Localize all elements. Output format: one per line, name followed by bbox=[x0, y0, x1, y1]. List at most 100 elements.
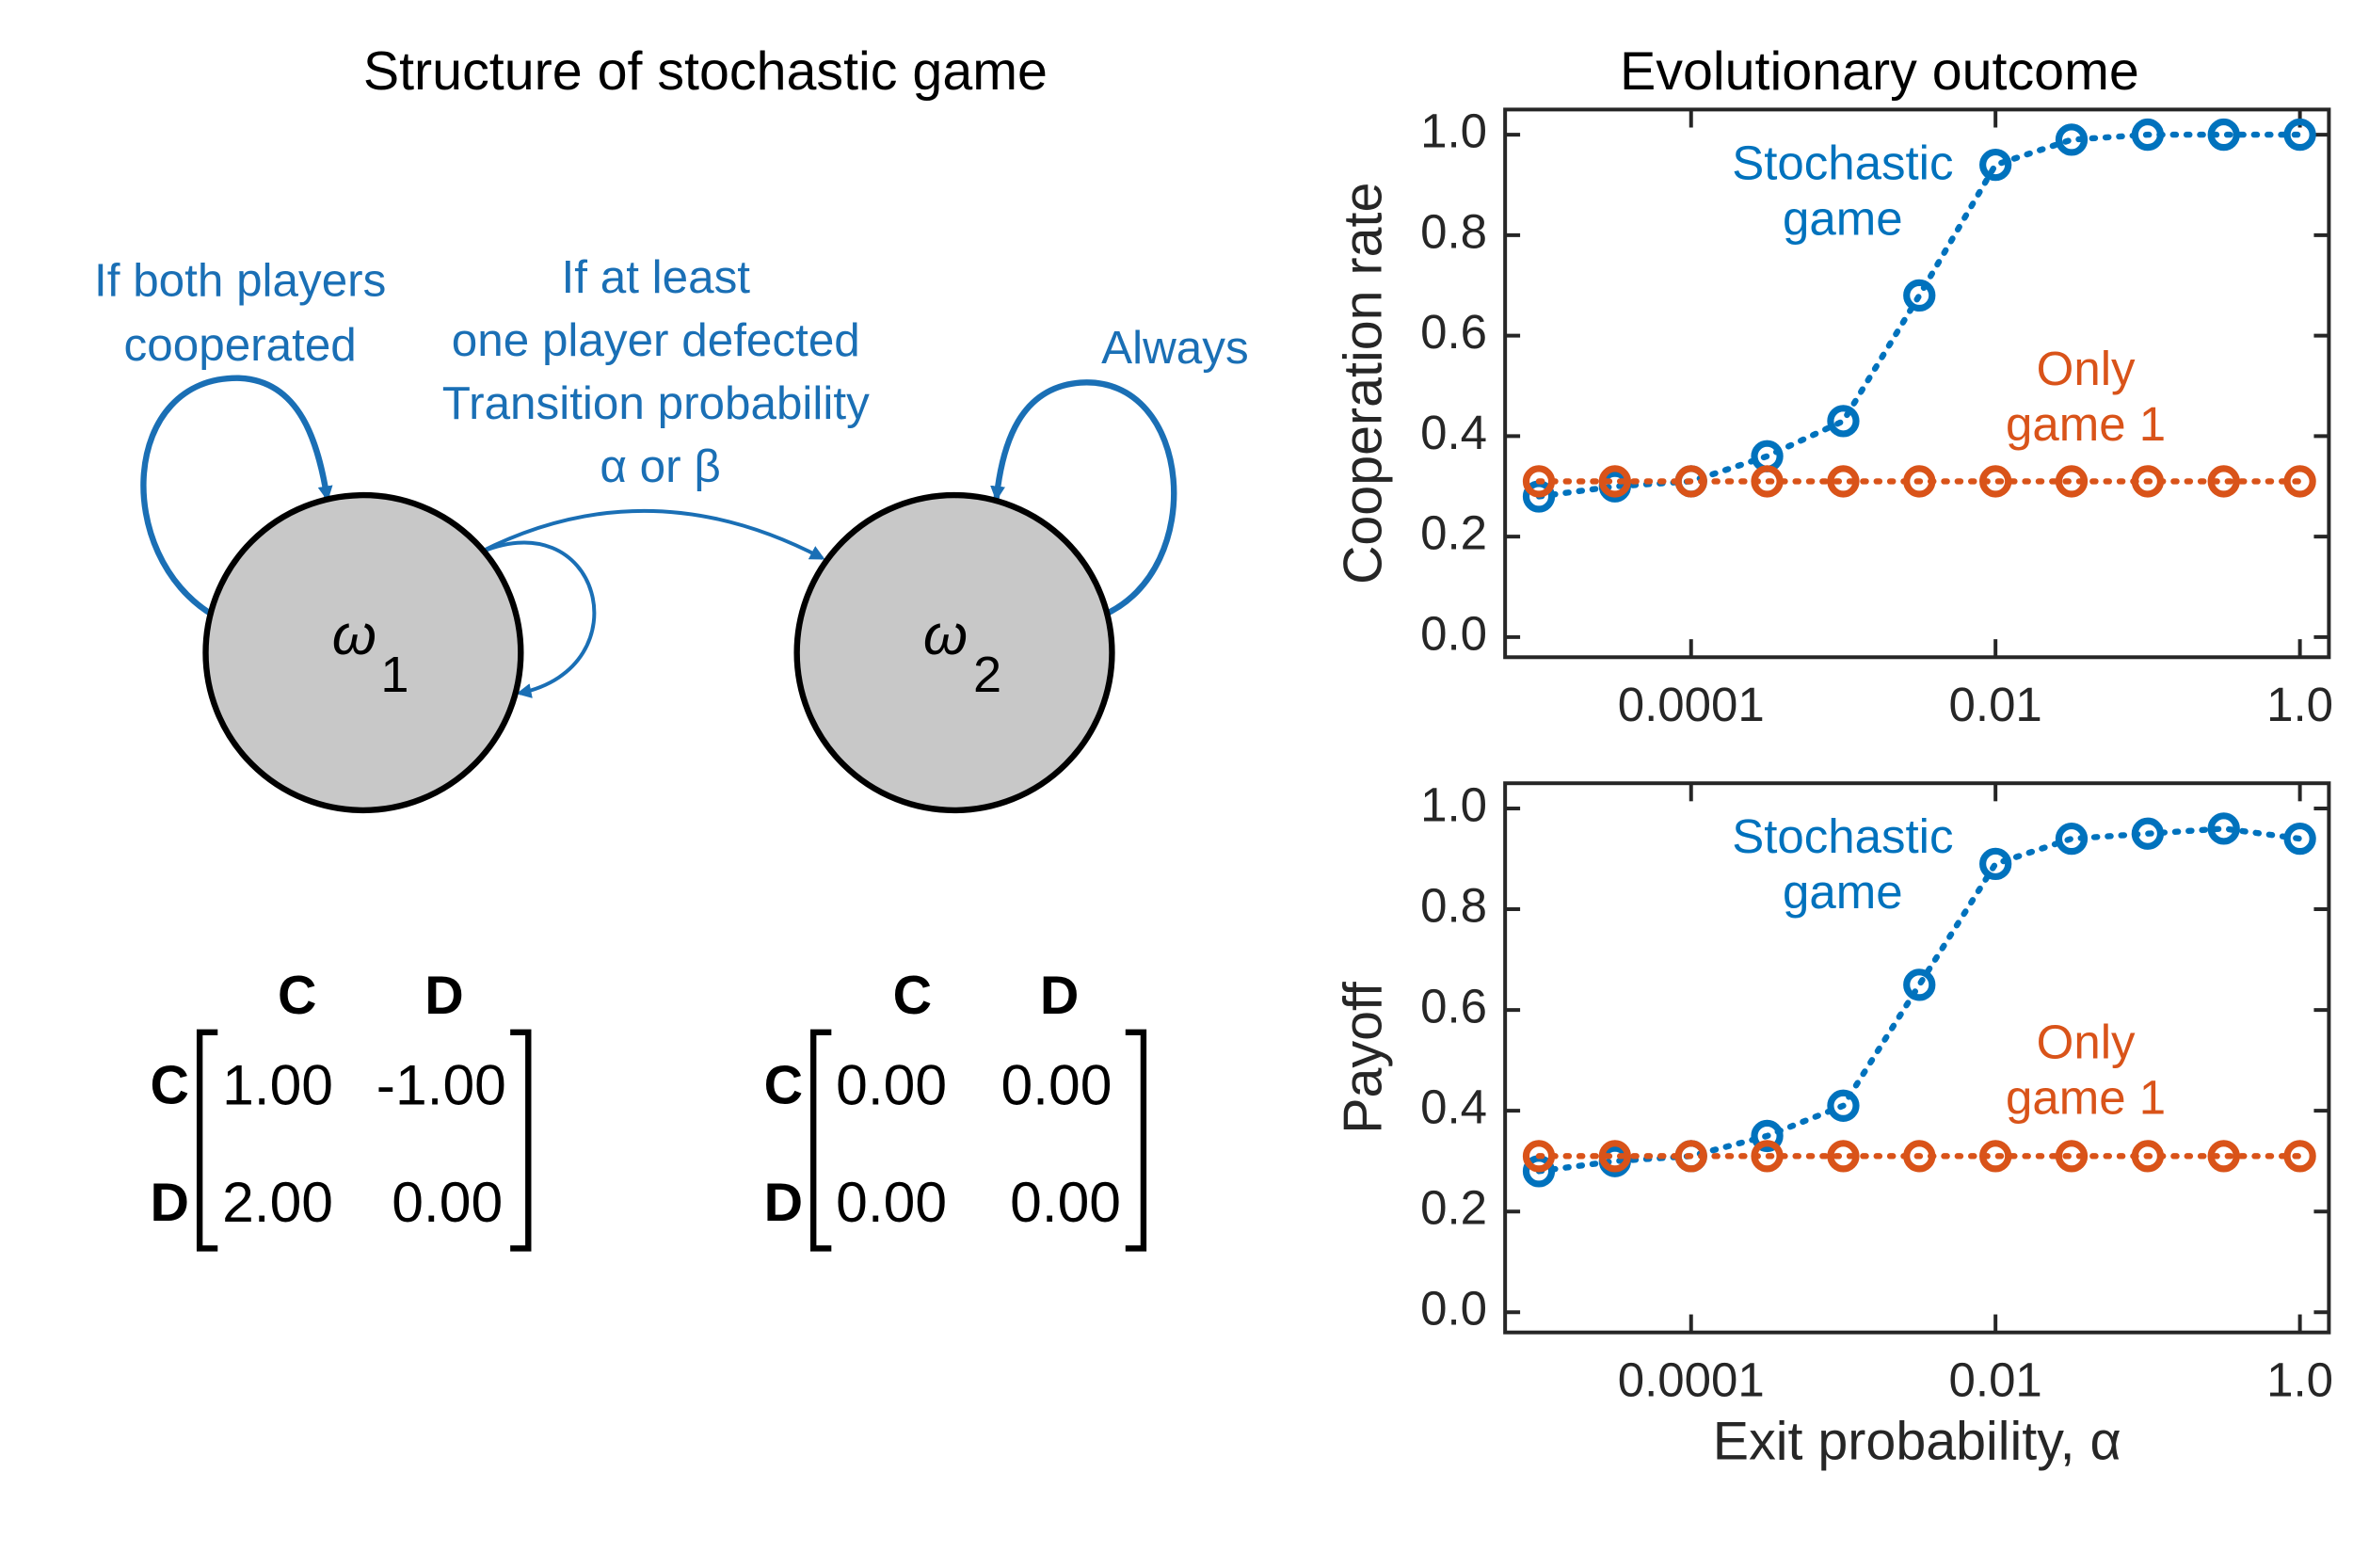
col-header: C bbox=[893, 966, 932, 1026]
marker bbox=[2055, 123, 2089, 156]
node-subscript: 2 bbox=[973, 647, 1001, 703]
edge-label: If at least bbox=[562, 251, 751, 303]
marker bbox=[1751, 1140, 1784, 1173]
marker bbox=[1674, 1140, 1707, 1173]
annotation: game 1 bbox=[2006, 1071, 2166, 1125]
x-tick-label: 1.0 bbox=[2266, 1352, 2333, 1406]
matrix-entry: 0.00 bbox=[1001, 1052, 1112, 1116]
x-tick-label: 0.01 bbox=[1949, 678, 2042, 731]
y-tick-label: 0.2 bbox=[1420, 506, 1487, 560]
y-tick-label: 0.0 bbox=[1420, 606, 1487, 660]
annotation: game 1 bbox=[2006, 397, 2166, 451]
node-symbol: ω bbox=[332, 602, 376, 666]
marker bbox=[1827, 465, 1860, 498]
annotation: Stochastic bbox=[1732, 809, 1953, 863]
marker bbox=[1827, 1089, 1860, 1122]
marker bbox=[1979, 465, 2012, 498]
bracket bbox=[510, 1029, 532, 1252]
marker bbox=[2207, 465, 2240, 498]
y-tick-label: 0.8 bbox=[1420, 879, 1487, 933]
self-arrow bbox=[473, 540, 597, 698]
node bbox=[793, 491, 1115, 814]
marker bbox=[1598, 1140, 1631, 1173]
marker bbox=[1903, 279, 1936, 312]
y-axis-label: Cooperation rate bbox=[1334, 183, 1394, 584]
marker bbox=[1674, 465, 1707, 498]
plot-frame bbox=[1503, 781, 2331, 1335]
marker bbox=[2055, 465, 2089, 498]
marker bbox=[1979, 847, 2012, 880]
marker bbox=[1903, 1140, 1936, 1173]
matrix-entry: 1.00 bbox=[222, 1052, 333, 1116]
marker bbox=[1522, 1140, 1556, 1173]
marker bbox=[2283, 822, 2316, 856]
edge-label: Transition probability bbox=[442, 377, 870, 429]
marker bbox=[1979, 148, 2012, 182]
marker bbox=[1751, 465, 1784, 498]
col-header: D bbox=[1040, 966, 1079, 1026]
marker bbox=[2131, 465, 2165, 498]
bracket bbox=[810, 1029, 832, 1252]
marker bbox=[1903, 968, 1936, 1001]
row-header: C bbox=[151, 1056, 189, 1116]
bracket bbox=[1125, 1029, 1147, 1252]
marker bbox=[1903, 465, 1936, 498]
diagram: Structure of stochastic game If both pla… bbox=[94, 41, 1249, 1252]
y-tick-label: 0.6 bbox=[1420, 980, 1487, 1033]
bracket bbox=[196, 1029, 218, 1252]
matrix-entry: -1.00 bbox=[376, 1052, 506, 1116]
loop-arrow bbox=[140, 375, 333, 618]
annotation: game bbox=[1783, 191, 1903, 245]
y-tick-label: 0.4 bbox=[1420, 1080, 1487, 1134]
y-axis-label: Payoff bbox=[1334, 981, 1394, 1134]
marker bbox=[2055, 822, 2089, 856]
x-axis-label: Exit probability, α bbox=[1713, 1411, 2121, 1471]
marker bbox=[2207, 812, 2240, 845]
y-tick-label: 1.0 bbox=[1420, 777, 1487, 831]
marker bbox=[1827, 1140, 1860, 1173]
row-header: C bbox=[764, 1056, 803, 1116]
col-header: D bbox=[424, 966, 463, 1026]
x-tick-label: 0.0001 bbox=[1618, 1352, 1765, 1406]
marker bbox=[1979, 1140, 2012, 1173]
row-header: D bbox=[151, 1173, 189, 1233]
y-tick-label: 0.0 bbox=[1420, 1282, 1487, 1336]
col-header: C bbox=[278, 966, 316, 1026]
diagram-title: Structure of stochastic game bbox=[363, 41, 1048, 102]
annotation: Only bbox=[2037, 342, 2136, 395]
edge-arrow bbox=[472, 508, 825, 560]
series-line bbox=[1535, 131, 2303, 500]
marker bbox=[2131, 817, 2165, 850]
matrix-entry: 0.00 bbox=[1010, 1170, 1121, 1234]
loop-label: If both players bbox=[94, 254, 386, 306]
annotation: Stochastic bbox=[1732, 136, 1953, 189]
y-tick-label: 1.0 bbox=[1420, 104, 1487, 158]
marker bbox=[2207, 118, 2240, 152]
y-tick-label: 0.4 bbox=[1420, 406, 1487, 459]
loop-arrow bbox=[990, 379, 1177, 618]
loop-label: Always bbox=[1101, 322, 1248, 374]
marker bbox=[2131, 1140, 2165, 1173]
node bbox=[202, 491, 524, 814]
y-tick-label: 0.8 bbox=[1420, 204, 1487, 258]
chart: Payoff Exit probability, α 0.0 0.2 0.4 0.6 0.8… bbox=[1334, 777, 2333, 1471]
x-tick-label: 0.0001 bbox=[1618, 678, 1765, 731]
edge-label: α or β bbox=[600, 440, 720, 492]
marker bbox=[2283, 118, 2316, 152]
plot-frame bbox=[1503, 107, 2331, 660]
matrix-entry: 0.00 bbox=[392, 1170, 503, 1234]
marker bbox=[2207, 1140, 2240, 1173]
marker bbox=[2283, 1140, 2316, 1173]
marker bbox=[2055, 1140, 2089, 1173]
marker bbox=[1522, 465, 1556, 498]
x-tick-label: 0.01 bbox=[1949, 1352, 2042, 1406]
marker bbox=[1827, 405, 1860, 438]
x-tick-label: 1.0 bbox=[2266, 678, 2333, 731]
node-subscript: 1 bbox=[380, 647, 408, 703]
annotation: game bbox=[1783, 865, 1903, 919]
marker bbox=[1598, 465, 1631, 498]
marker bbox=[2283, 465, 2316, 498]
